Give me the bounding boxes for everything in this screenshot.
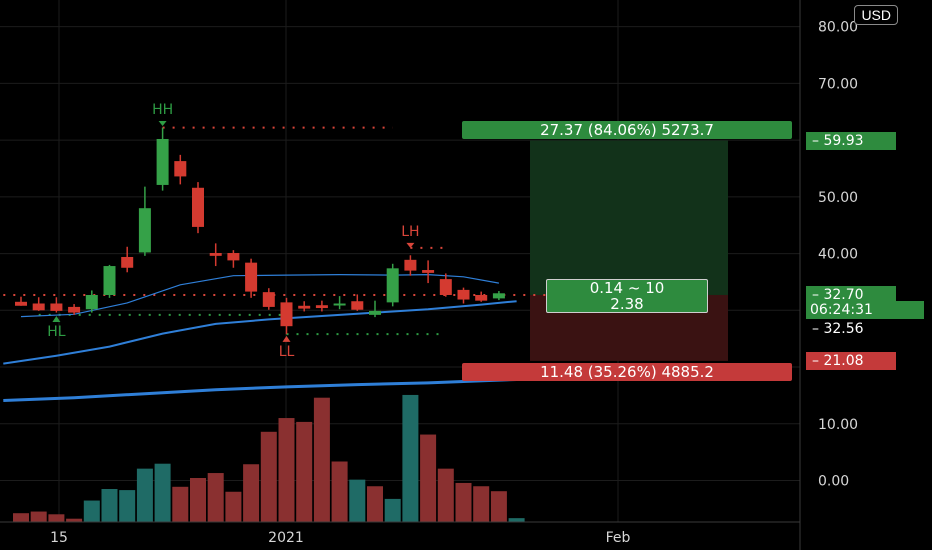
currency-button[interactable]: USD bbox=[854, 5, 898, 25]
entry-label[interactable]: 0.14 ~ 10 2.38 bbox=[546, 278, 708, 313]
volume-bar bbox=[190, 478, 206, 522]
candle-body bbox=[422, 270, 435, 273]
volume-bar bbox=[260, 431, 277, 522]
volume-bar bbox=[172, 486, 189, 522]
volume-bar bbox=[296, 421, 313, 522]
price-axis-label: 50.00 bbox=[818, 190, 858, 206]
price-tag-countdown: 06:24:31 bbox=[806, 301, 924, 320]
candle-body bbox=[262, 292, 275, 307]
volume-bar bbox=[207, 473, 224, 522]
volume-bar bbox=[30, 511, 47, 522]
candle-body bbox=[227, 253, 240, 261]
candle-body bbox=[280, 302, 293, 327]
volume-bar bbox=[119, 490, 136, 522]
candle-body bbox=[298, 305, 311, 309]
volume-bars bbox=[13, 394, 525, 522]
volume-bar bbox=[243, 464, 260, 522]
volume-bar bbox=[48, 514, 65, 522]
volume-bar bbox=[508, 518, 525, 522]
volume-bar bbox=[367, 486, 383, 522]
candle-body bbox=[103, 266, 116, 295]
price-tag-target: – 59.93 bbox=[806, 131, 896, 150]
volume-bar bbox=[420, 434, 437, 522]
candle-body bbox=[439, 279, 452, 295]
volume-bar bbox=[66, 518, 83, 522]
candle-body bbox=[174, 161, 187, 177]
time-axis-label: Feb bbox=[606, 530, 631, 546]
candle-body bbox=[156, 138, 169, 185]
target-label[interactable]: 27.37 (84.06%) 5273.7 bbox=[462, 120, 792, 139]
candle-body bbox=[369, 310, 381, 315]
marker-arrow bbox=[406, 242, 415, 248]
time-axis-label: 2021 bbox=[268, 530, 304, 546]
volume-bar bbox=[455, 482, 472, 522]
volume-bar bbox=[278, 418, 295, 522]
price-tag-stop: – 21.08 bbox=[806, 351, 896, 370]
moving-average-mid bbox=[3, 300, 517, 365]
time-axis-label: 15 bbox=[50, 530, 68, 546]
price-axis-label: 40.00 bbox=[818, 247, 858, 263]
moving-average-short bbox=[20, 273, 500, 318]
marker-arrow bbox=[282, 335, 291, 342]
volume-bar bbox=[349, 479, 366, 522]
candle-body bbox=[209, 253, 222, 256]
candle-body bbox=[492, 293, 505, 299]
candle-body bbox=[475, 294, 488, 301]
marker-label: LL bbox=[279, 344, 295, 360]
candle-body bbox=[50, 303, 63, 311]
candle-body bbox=[68, 306, 81, 313]
volume-bar bbox=[331, 461, 348, 522]
volume-bar bbox=[384, 498, 401, 522]
candle-body bbox=[404, 259, 417, 271]
marker-label: LH bbox=[401, 224, 419, 240]
stop-label[interactable]: 11.48 (35.26%) 4885.2 bbox=[462, 362, 792, 381]
candle-body bbox=[32, 303, 45, 311]
candle-body bbox=[386, 268, 399, 303]
marker-arrow bbox=[52, 315, 61, 322]
moving-average-long bbox=[3, 378, 517, 402]
price-axis-label: 80.00 bbox=[818, 20, 858, 36]
marker-label: HL bbox=[47, 324, 66, 340]
candle-body bbox=[351, 301, 364, 310]
volume-bar bbox=[101, 489, 118, 522]
volume-bar bbox=[83, 500, 100, 522]
marker-label: HH bbox=[152, 102, 173, 118]
volume-bar bbox=[136, 468, 153, 522]
price-axis-label: 70.00 bbox=[818, 76, 858, 92]
volume-bar bbox=[13, 513, 29, 522]
candle-body bbox=[138, 208, 151, 253]
price-axis-label: 10.00 bbox=[818, 417, 858, 433]
volume-bar bbox=[473, 486, 490, 522]
candle-body bbox=[121, 256, 134, 268]
volume-bar bbox=[402, 394, 419, 522]
candle-body bbox=[192, 187, 204, 227]
candle-body bbox=[85, 294, 98, 310]
candle-body bbox=[245, 262, 258, 292]
candles bbox=[15, 127, 505, 335]
candle-body bbox=[315, 305, 328, 309]
volume-bar bbox=[225, 491, 242, 522]
price-axis-label: 0.00 bbox=[818, 474, 849, 490]
candle-body bbox=[457, 289, 470, 300]
candle-body bbox=[333, 303, 346, 306]
price-tag-last: – 32.70 bbox=[806, 285, 896, 304]
volume-bar bbox=[490, 491, 507, 522]
candle-body bbox=[15, 301, 27, 306]
price-tag-plain: – 32.56 bbox=[806, 320, 896, 339]
volume-bar bbox=[313, 397, 330, 522]
volume-bar bbox=[437, 468, 454, 522]
volume-bar bbox=[154, 463, 171, 522]
profit-zone bbox=[530, 140, 728, 295]
marker-arrow bbox=[158, 120, 167, 126]
